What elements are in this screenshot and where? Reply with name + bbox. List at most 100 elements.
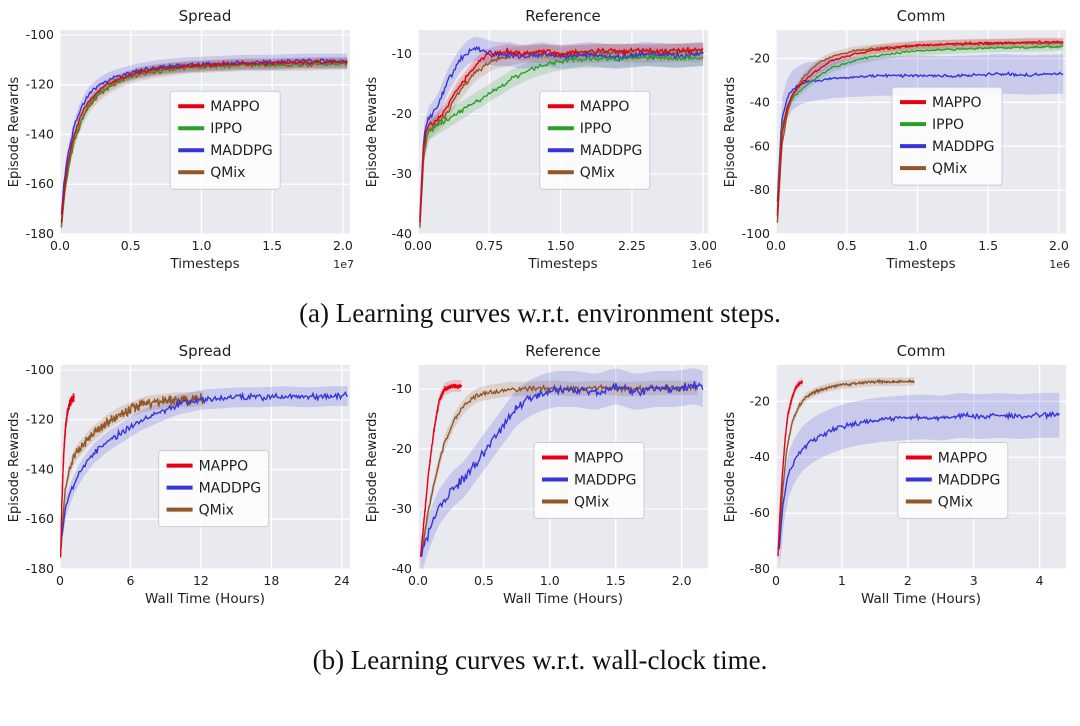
x-tick-label: 1.50 xyxy=(547,238,575,253)
y-tick-label: -160 xyxy=(26,511,54,526)
plot-svg-spread: 0 6 12 18 24 -100 -120 -140 -160 -180 Wall Time (H… xyxy=(7,342,350,607)
legend-label-ippo: IPPO xyxy=(580,121,612,137)
x-tick-label: 1 xyxy=(838,573,846,588)
x-tick-label: 2.25 xyxy=(618,238,646,253)
legend-label-qmix: QMix xyxy=(210,165,245,181)
legend-label-mappo: MAPPO xyxy=(574,451,624,467)
x-axis-label: Timesteps xyxy=(169,256,239,272)
x-tick-label: 0.0 xyxy=(408,573,428,588)
y-tick-label: -20 xyxy=(750,393,770,408)
chart-row-a: 0.0 0.5 1.0 1.5 2.0 -100 -120 -140 -160 -180 Times… xyxy=(0,0,1080,286)
legend: MAPPO MADDPG QMix xyxy=(897,442,1009,520)
y-tick-label: -80 xyxy=(750,561,770,576)
x-tick-label: 0.75 xyxy=(475,238,503,253)
legend-label-mappo: MAPPO xyxy=(938,451,988,467)
chart-comm-timesteps: 0.0 0.5 1.0 1.5 2.0 -20 -40 -60 -80 -100 Timesteps… xyxy=(722,6,1074,286)
y-tick-label: -40 xyxy=(750,94,770,109)
plot-title: Reference xyxy=(525,342,601,360)
series-ippo-line xyxy=(776,45,1064,213)
x-tick-label: 0.5 xyxy=(474,573,494,588)
x-tick-label: 0.0 xyxy=(50,238,70,253)
legend-label-ippo: IPPO xyxy=(932,117,964,133)
plot-svg-comm: 0.0 0.5 1.0 1.5 2.0 -20 -40 -60 -80 -100 Timesteps… xyxy=(723,7,1070,272)
chart-comm-walltime: 0 1 2 3 4 -20 -40 -60 -80 Wall Time (Hours) Comm Ep… xyxy=(722,341,1074,621)
chart-reference-walltime: 0.0 0.5 1.0 1.5 2.0 -10 -20 -30 -40 Wall Time (Ho… xyxy=(364,341,716,621)
x-axis-exponent: 1e6 xyxy=(1049,258,1070,271)
legend: MAPPO IPPO MADDPG QMix xyxy=(891,86,1003,186)
x-tick-label: 18 xyxy=(263,573,279,588)
x-tick-label: 1.5 xyxy=(978,238,998,253)
x-tick-label: 0.00 xyxy=(404,238,432,253)
legend-label-qmix: QMix xyxy=(580,165,615,181)
plot-title: Comm xyxy=(897,342,946,360)
legend: MAPPO IPPO MADDPG QMix xyxy=(169,90,281,190)
legend-label-qmix: QMix xyxy=(932,161,967,177)
legend-box xyxy=(169,90,281,190)
series-maddpg-line xyxy=(420,381,704,558)
y-axis-label: Episode Rewards xyxy=(365,412,380,523)
x-tick-label: 1.5 xyxy=(262,238,282,253)
y-tick-label: -100 xyxy=(26,362,54,377)
series-mappo-line xyxy=(776,40,1064,217)
y-tick-label: -100 xyxy=(742,226,770,241)
x-tick-label: 12 xyxy=(193,573,209,588)
x-tick-label: 0.0 xyxy=(766,238,786,253)
series-mappo-line xyxy=(777,379,804,557)
x-tick-label: 2.0 xyxy=(333,238,353,253)
y-tick-label: -120 xyxy=(26,412,54,427)
caption-a: (a) Learning curves w.r.t. environment s… xyxy=(299,298,781,328)
legend-label-maddpg: MADDPG xyxy=(932,139,995,155)
plot-svg-comm: 0 1 2 3 4 -20 -40 -60 -80 Wall Time (Hours) Comm Ep… xyxy=(723,342,1066,607)
y-tick-label: -60 xyxy=(750,138,770,153)
y-tick-label: -40 xyxy=(392,561,412,576)
legend-box xyxy=(891,86,1003,186)
series-qmix-line xyxy=(778,378,915,542)
plot-svg-spread: 0.0 0.5 1.0 1.5 2.0 -100 -120 -140 -160 -180 Times… xyxy=(7,7,354,272)
plot-title: Spread xyxy=(179,7,232,25)
legend-label-mappo: MAPPO xyxy=(580,99,630,115)
series-mappo-line xyxy=(419,45,704,223)
y-tick-label: -80 xyxy=(750,182,770,197)
y-tick-label: -20 xyxy=(392,106,412,121)
x-axis-label: Timesteps xyxy=(527,256,597,272)
legend-label-maddpg: MADDPG xyxy=(210,143,273,159)
series-mappo-line xyxy=(60,59,348,224)
x-tick-label: 3.00 xyxy=(689,238,716,253)
y-tick-label: -140 xyxy=(26,126,54,141)
x-tick-label: 6 xyxy=(126,573,134,588)
y-tick-label: -20 xyxy=(750,51,770,66)
legend-box xyxy=(533,442,645,520)
series-maddpg-line xyxy=(60,390,349,539)
x-tick-label: 1.0 xyxy=(908,238,928,253)
x-tick-label: 1.0 xyxy=(192,238,212,253)
y-tick-label: -30 xyxy=(392,501,412,516)
legend-label-mappo: MAPPO xyxy=(199,459,249,475)
x-axis-exponent: 1e6 xyxy=(691,258,712,271)
legend-label-qmix: QMix xyxy=(199,503,234,519)
x-tick-label: 0 xyxy=(772,573,780,588)
plot-svg-reference: 0.00 0.75 1.50 2.25 3.00 -10 -20 -30 -40 Timestep… xyxy=(365,7,717,272)
x-axis-label: Wall Time (Hours) xyxy=(503,591,623,607)
series-ippo-line xyxy=(419,53,704,223)
legend-box xyxy=(897,442,1009,520)
legend-label-mappo: MAPPO xyxy=(932,95,982,111)
x-tick-label: 3 xyxy=(970,573,978,588)
y-axis-label: Episode Rewards xyxy=(723,412,738,523)
legend-label-qmix: QMix xyxy=(574,495,609,511)
series-maddpg-line xyxy=(776,71,1064,203)
chart-row-b: 0 6 12 18 24 -100 -120 -140 -160 -180 Wall Time (H… xyxy=(0,335,1080,621)
y-axis-label: Episode Rewards xyxy=(7,77,22,188)
legend-label-maddpg: MADDPG xyxy=(199,481,262,497)
y-tick-label: -180 xyxy=(26,561,54,576)
y-tick-label: -120 xyxy=(26,77,54,92)
plot-title: Comm xyxy=(897,7,946,25)
x-tick-label: 2.0 xyxy=(672,573,692,588)
x-tick-label: 0 xyxy=(56,573,64,588)
chart-spread-timesteps: 0.0 0.5 1.0 1.5 2.0 -100 -120 -140 -160 -180 Times… xyxy=(6,6,358,286)
x-tick-label: 0.5 xyxy=(121,238,141,253)
plot-title: Spread xyxy=(179,342,232,360)
x-axis-label: Wall Time (Hours) xyxy=(145,591,265,607)
series-ippo-band xyxy=(419,48,704,231)
legend: MAPPO MADDPG QMix xyxy=(158,450,270,528)
